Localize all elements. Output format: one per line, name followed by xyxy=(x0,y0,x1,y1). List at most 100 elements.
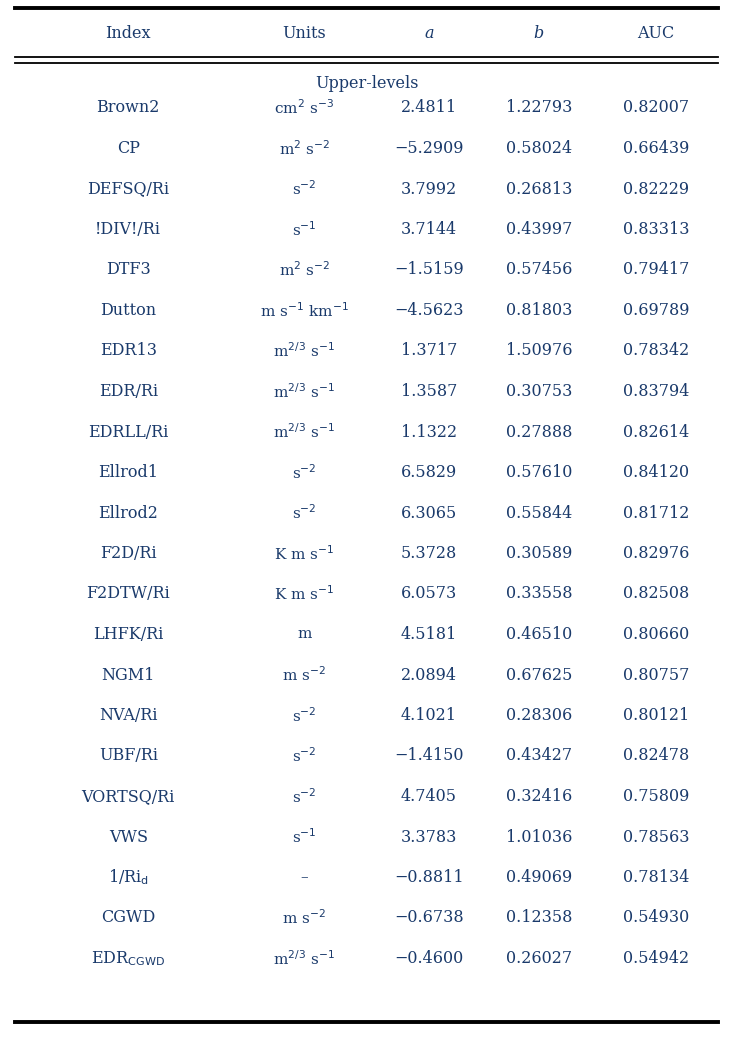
Text: F2DTW/Ri: F2DTW/Ri xyxy=(86,586,170,602)
Text: 0.69789: 0.69789 xyxy=(623,302,689,319)
Text: 0.78134: 0.78134 xyxy=(623,869,689,886)
Text: Ellrod2: Ellrod2 xyxy=(98,504,158,522)
Text: UBF/Ri: UBF/Ri xyxy=(99,748,158,764)
Text: −5.2909: −5.2909 xyxy=(394,140,463,157)
Text: !DIV!/Ri: !DIV!/Ri xyxy=(95,221,161,239)
Text: LHFK/Ri: LHFK/Ri xyxy=(93,626,163,643)
Text: s$^{-2}$: s$^{-2}$ xyxy=(292,179,317,198)
Text: CGWD: CGWD xyxy=(101,909,155,926)
Text: 6.3065: 6.3065 xyxy=(401,504,457,522)
Text: 0.83794: 0.83794 xyxy=(623,383,689,400)
Text: 2.4811: 2.4811 xyxy=(401,100,457,116)
Text: 0.75809: 0.75809 xyxy=(623,788,689,805)
Text: 1.3717: 1.3717 xyxy=(401,342,457,360)
Text: K m s$^{-1}$: K m s$^{-1}$ xyxy=(274,544,334,563)
Text: 0.26813: 0.26813 xyxy=(506,180,572,197)
Text: NGM1: NGM1 xyxy=(102,667,155,683)
Text: 0.57610: 0.57610 xyxy=(506,464,572,481)
Text: 0.28306: 0.28306 xyxy=(506,707,572,724)
Text: 0.32416: 0.32416 xyxy=(506,788,572,805)
Text: Brown2: Brown2 xyxy=(97,100,160,116)
Text: cm$^2$ s$^{-3}$: cm$^2$ s$^{-3}$ xyxy=(274,99,334,117)
Text: 0.80757: 0.80757 xyxy=(623,667,689,683)
Text: s$^{-1}$: s$^{-1}$ xyxy=(292,828,317,846)
Text: 0.82976: 0.82976 xyxy=(623,545,689,562)
Text: 4.5181: 4.5181 xyxy=(401,626,457,643)
Text: 0.49069: 0.49069 xyxy=(506,869,572,886)
Text: s$^{-2}$: s$^{-2}$ xyxy=(292,504,317,523)
Text: DEFSQ/Ri: DEFSQ/Ri xyxy=(87,180,169,197)
Text: m s$^{-2}$: m s$^{-2}$ xyxy=(282,666,326,684)
Text: 0.79417: 0.79417 xyxy=(623,261,689,279)
Text: m s$^{-1}$ km$^{-1}$: m s$^{-1}$ km$^{-1}$ xyxy=(259,301,349,319)
Text: EDRLL/Ri: EDRLL/Ri xyxy=(88,423,169,441)
Text: m: m xyxy=(297,627,312,642)
Text: 0.82614: 0.82614 xyxy=(623,423,689,441)
Text: 3.3783: 3.3783 xyxy=(401,829,457,845)
Text: 0.81803: 0.81803 xyxy=(506,302,572,319)
Text: 1.50976: 1.50976 xyxy=(506,342,572,360)
Text: 0.82229: 0.82229 xyxy=(623,180,689,197)
Text: −0.4600: −0.4600 xyxy=(394,950,463,966)
Text: 2.0894: 2.0894 xyxy=(401,667,457,683)
Text: Ellrod1: Ellrod1 xyxy=(98,464,158,481)
Text: 0.54930: 0.54930 xyxy=(623,909,689,926)
Text: m$^{2/3}$ s$^{-1}$: m$^{2/3}$ s$^{-1}$ xyxy=(273,383,335,401)
Text: m$^2$ s$^{-2}$: m$^2$ s$^{-2}$ xyxy=(279,260,330,279)
Text: 0.67625: 0.67625 xyxy=(506,667,572,683)
Text: 1.3587: 1.3587 xyxy=(401,383,457,400)
Text: m s$^{-2}$: m s$^{-2}$ xyxy=(282,908,326,927)
Text: 1.22793: 1.22793 xyxy=(506,100,572,116)
Text: AUC: AUC xyxy=(638,25,674,41)
Text: VWS: VWS xyxy=(108,829,148,845)
Text: EDR13: EDR13 xyxy=(100,342,157,360)
Text: −0.8811: −0.8811 xyxy=(394,869,463,886)
Text: 0.66439: 0.66439 xyxy=(623,140,689,157)
Text: 6.5829: 6.5829 xyxy=(401,464,457,481)
Text: m$^2$ s$^{-2}$: m$^2$ s$^{-2}$ xyxy=(279,139,330,158)
Text: m$^{2/3}$ s$^{-1}$: m$^{2/3}$ s$^{-1}$ xyxy=(273,949,335,968)
Text: 1.1322: 1.1322 xyxy=(401,423,457,441)
Text: m$^{2/3}$ s$^{-1}$: m$^{2/3}$ s$^{-1}$ xyxy=(273,423,335,442)
Text: 0.46510: 0.46510 xyxy=(506,626,572,643)
Text: 0.30753: 0.30753 xyxy=(506,383,572,400)
Text: 0.26027: 0.26027 xyxy=(506,950,572,966)
Text: s$^{-2}$: s$^{-2}$ xyxy=(292,747,317,765)
Text: −1.5159: −1.5159 xyxy=(394,261,464,279)
Text: 0.80121: 0.80121 xyxy=(623,707,689,724)
Text: 0.83313: 0.83313 xyxy=(623,221,689,239)
Text: 0.78342: 0.78342 xyxy=(623,342,689,360)
Text: a: a xyxy=(424,25,433,41)
Text: 0.43427: 0.43427 xyxy=(506,748,572,764)
Text: 0.30589: 0.30589 xyxy=(506,545,572,562)
Text: F2D/Ri: F2D/Ri xyxy=(100,545,157,562)
Text: 0.33558: 0.33558 xyxy=(506,586,572,602)
Text: 0.82508: 0.82508 xyxy=(623,586,689,602)
Text: EDR$_\mathrm{CGWD}$: EDR$_\mathrm{CGWD}$ xyxy=(91,949,166,968)
Text: VORTSQ/Ri: VORTSQ/Ri xyxy=(81,788,175,805)
Text: 4.1021: 4.1021 xyxy=(401,707,457,724)
Text: Units: Units xyxy=(282,25,326,41)
Text: 5.3728: 5.3728 xyxy=(401,545,457,562)
Text: s$^{-1}$: s$^{-1}$ xyxy=(292,220,317,239)
Text: s$^{-2}$: s$^{-2}$ xyxy=(292,787,317,806)
Text: 1.01036: 1.01036 xyxy=(506,829,572,845)
Text: s$^{-2}$: s$^{-2}$ xyxy=(292,464,317,482)
Text: 0.84120: 0.84120 xyxy=(623,464,689,481)
Text: 0.82478: 0.82478 xyxy=(623,748,689,764)
Text: b: b xyxy=(534,25,544,41)
Text: 0.27888: 0.27888 xyxy=(506,423,572,441)
Text: 0.54942: 0.54942 xyxy=(623,950,689,966)
Text: 0.43997: 0.43997 xyxy=(506,221,572,239)
Text: 0.81712: 0.81712 xyxy=(623,504,689,522)
Text: K m s$^{-1}$: K m s$^{-1}$ xyxy=(274,585,334,604)
Text: m$^{2/3}$ s$^{-1}$: m$^{2/3}$ s$^{-1}$ xyxy=(273,341,335,360)
Text: Upper-levels: Upper-levels xyxy=(314,75,419,91)
Text: 0.58024: 0.58024 xyxy=(506,140,572,157)
Text: 0.57456: 0.57456 xyxy=(506,261,572,279)
Text: 3.7992: 3.7992 xyxy=(401,180,457,197)
Text: s$^{-2}$: s$^{-2}$ xyxy=(292,706,317,725)
Text: −4.5623: −4.5623 xyxy=(394,302,463,319)
Text: −1.4150: −1.4150 xyxy=(394,748,463,764)
Text: NVA/Ri: NVA/Ri xyxy=(99,707,158,724)
